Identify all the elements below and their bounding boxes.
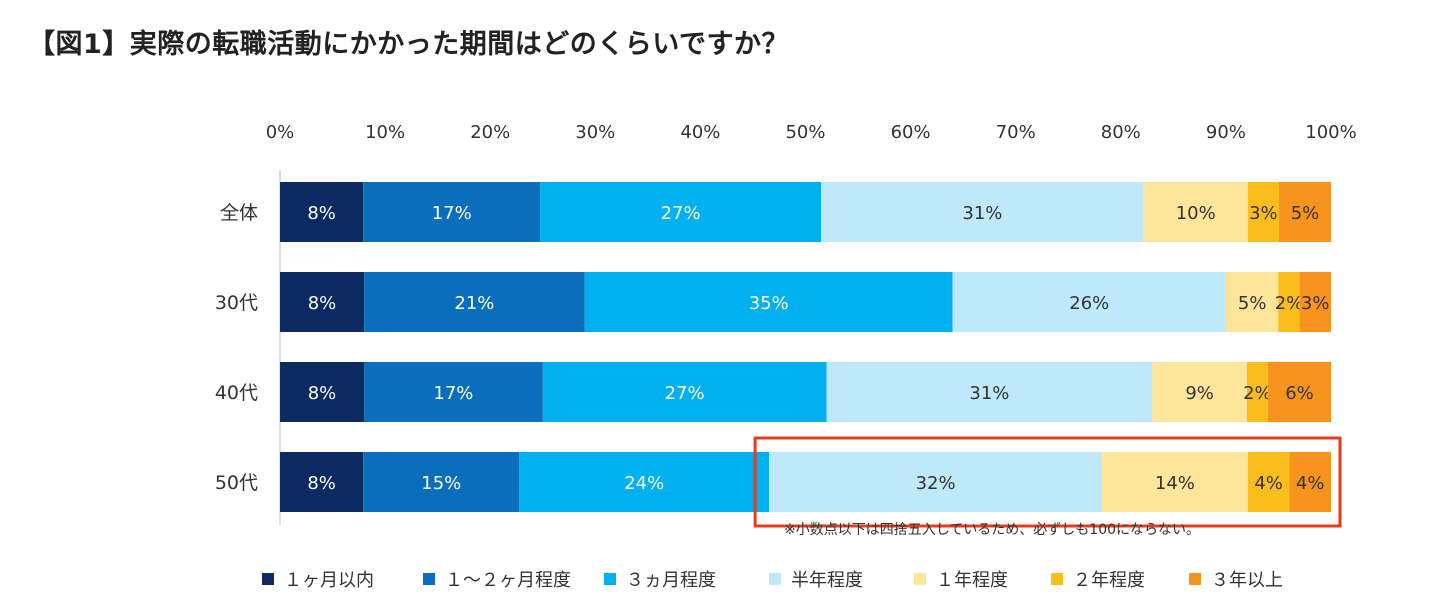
category-label: 40代 (215, 382, 258, 404)
x-tick-label: 40% (680, 122, 720, 143)
bar-segment (821, 182, 1144, 242)
data-label: 17% (433, 383, 473, 404)
legend-swatch (1189, 573, 1201, 585)
bar-segment (363, 182, 541, 242)
data-label: 27% (665, 383, 705, 404)
x-tick-label: 50% (785, 122, 825, 143)
bar-segment (1289, 452, 1331, 512)
bar-segment (584, 272, 953, 332)
bar-segment (364, 362, 543, 422)
x-tick-label: 10% (365, 122, 405, 143)
x-tick-label: 0% (266, 122, 295, 143)
bar-segment (363, 452, 520, 512)
bar-segment (1247, 182, 1279, 242)
category-label: 50代 (215, 472, 258, 494)
bar-segment (1143, 182, 1248, 242)
bar-segment (1246, 362, 1268, 422)
data-label: 2% (1243, 383, 1272, 404)
legend-item: ３年以上 (1189, 566, 1283, 592)
legend-swatch (1051, 573, 1063, 585)
data-label: 14% (1155, 473, 1195, 494)
x-tick-label: 80% (1101, 122, 1141, 143)
data-label: 8% (308, 383, 337, 404)
x-tick-label: 90% (1206, 122, 1246, 143)
legend-label: ３ヵ月程度 (626, 570, 716, 591)
category-label: 全体 (220, 202, 258, 224)
legend-label: ２年程度 (1073, 570, 1145, 591)
legend-label: 半年程度 (791, 570, 863, 591)
legend-item: 半年程度 (769, 566, 914, 592)
data-label: 5% (1291, 203, 1320, 224)
data-label: 35% (749, 293, 789, 314)
data-label: 21% (454, 293, 494, 314)
bar-segment (542, 362, 827, 422)
data-label: 8% (308, 293, 337, 314)
bar-segment (519, 452, 769, 512)
category-label: 30代 (215, 292, 258, 314)
legend-swatch (914, 573, 926, 585)
data-label: 31% (962, 203, 1002, 224)
bar-segment (280, 362, 365, 422)
footnote: ※小数点以下は四捨五入しているため、必ずしも100にならない。 (784, 522, 1201, 538)
legend-item: １～２ヶ月程度 (423, 566, 604, 592)
bar-segment (540, 182, 822, 242)
data-label: 27% (661, 203, 701, 224)
legend-item: １年程度 (914, 566, 1051, 592)
data-label: 3% (1301, 293, 1330, 314)
data-label: 4% (1296, 473, 1325, 494)
data-label: 31% (969, 383, 1009, 404)
x-tick-label: 30% (575, 122, 615, 143)
data-label: 6% (1285, 383, 1314, 404)
data-label: 4% (1254, 473, 1283, 494)
chart-title: 【図1】実際の転職活動にかかった期間はどのくらいですか？ (28, 29, 789, 60)
data-label: 9% (1185, 383, 1214, 404)
x-tick-label: 60% (891, 122, 931, 143)
bar-segment (1279, 182, 1331, 242)
data-label: 5% (1238, 293, 1267, 314)
data-label: 26% (1069, 293, 1109, 314)
bar-segment (769, 452, 1103, 512)
x-tick-label: 20% (470, 122, 510, 143)
bar-segment (1225, 272, 1279, 332)
bar-segment (1247, 452, 1290, 512)
data-label: 17% (432, 203, 472, 224)
x-tick-label: 70% (996, 122, 1036, 143)
bar-segment (1152, 362, 1247, 422)
legend-swatch (423, 573, 435, 585)
legend-swatch (262, 573, 274, 585)
bar-segment (280, 272, 365, 332)
bar-segment (364, 272, 585, 332)
legend-item: １ヶ月以内 (262, 566, 423, 592)
bar-segment (280, 452, 364, 512)
data-label: 2% (1275, 293, 1304, 314)
highlight-box (753, 436, 1342, 528)
data-label: 8% (307, 473, 336, 494)
data-label: 15% (421, 473, 461, 494)
x-tick-label: 100% (1305, 122, 1356, 143)
data-label: 3% (1249, 203, 1278, 224)
legend-label: ３年以上 (1211, 570, 1283, 591)
legend-label: １ヶ月以内 (284, 570, 374, 591)
bar-segment (826, 362, 1153, 422)
data-label: 8% (307, 203, 336, 224)
stacked-bar-chart: 0% 10% 20% 30% 40% 50% 60% 70% 80% 90% 100% 全体 30代 40… (215, 122, 1357, 528)
bar-segment (1278, 272, 1300, 332)
legend-item: ３ヵ月程度 (604, 566, 769, 592)
legend: １ヶ月以内 １～２ヶ月程度 ３ヵ月程度 半年程度 １年程度 ２年程度 ３年以上 (262, 566, 1283, 592)
bar-segment (952, 272, 1226, 332)
legend-label: １年程度 (936, 570, 1008, 591)
data-label: 24% (624, 473, 664, 494)
legend-swatch (769, 573, 781, 585)
data-label: 32% (916, 473, 956, 494)
legend-label: １～２ヶ月程度 (445, 570, 571, 591)
bar-segment (280, 182, 364, 242)
bar-segment (1299, 272, 1331, 332)
legend-item: ２年程度 (1051, 566, 1189, 592)
bar-segment (1102, 452, 1248, 512)
data-label: 10% (1176, 203, 1216, 224)
legend-swatch (604, 573, 616, 585)
bar-segment (1267, 362, 1331, 422)
